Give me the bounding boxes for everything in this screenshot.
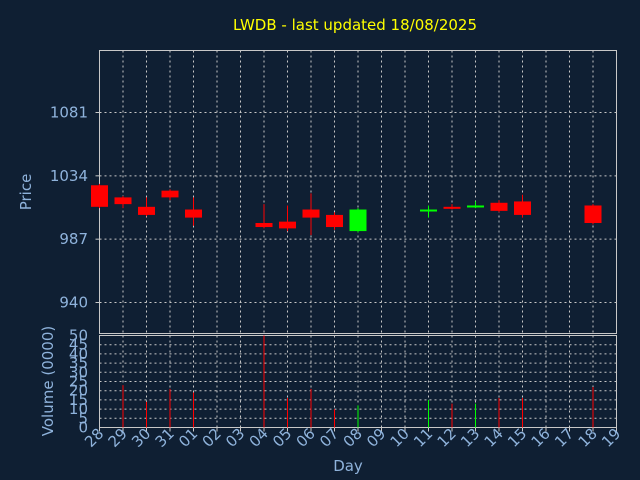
- candle-body: [514, 201, 531, 215]
- price-axis-label: Price: [17, 174, 35, 211]
- volume-axis-label: Volume (0000): [39, 326, 57, 436]
- candle-body: [302, 209, 320, 218]
- candle-body: [91, 185, 108, 207]
- price-tick-label: 1081: [50, 103, 88, 121]
- price-panel: 940 987 1034 1081: [50, 50, 617, 334]
- volume-tick-label: 25: [69, 373, 88, 391]
- candle-body: [443, 206, 461, 209]
- candle-body: [114, 197, 132, 205]
- price-tick-label: 987: [59, 230, 88, 248]
- volume-tick-label: 45: [69, 336, 88, 354]
- candle-body: [255, 222, 273, 228]
- volume-tick-label: 50: [69, 327, 88, 345]
- volume-tick-label: 20: [69, 382, 88, 400]
- volume-tick-label: 10: [69, 400, 88, 418]
- candle-body: [467, 205, 484, 208]
- candle-body: [279, 221, 296, 229]
- day-axis-label: Day: [333, 457, 363, 475]
- price-tick-label: 940: [59, 294, 88, 312]
- candle-body: [349, 209, 367, 232]
- candle-body: [420, 209, 437, 212]
- volume-tick-label: 40: [69, 345, 88, 363]
- volume-tick-label: 0: [78, 419, 88, 437]
- candle-body: [185, 209, 202, 218]
- volume-tick-label: 30: [69, 363, 88, 381]
- chart-title: LWDB - last updated 18/08/2025: [233, 16, 477, 34]
- candle-body: [326, 214, 343, 228]
- volume-tick-label: 5: [78, 409, 88, 427]
- candle-body: [161, 190, 179, 198]
- volume-tick-label: 35: [69, 354, 88, 372]
- candle-body: [584, 205, 602, 223]
- price-tick-label: 1034: [50, 167, 88, 185]
- candle-body: [490, 202, 508, 211]
- candle-body: [138, 206, 155, 215]
- volume-tick-label: 15: [69, 391, 88, 409]
